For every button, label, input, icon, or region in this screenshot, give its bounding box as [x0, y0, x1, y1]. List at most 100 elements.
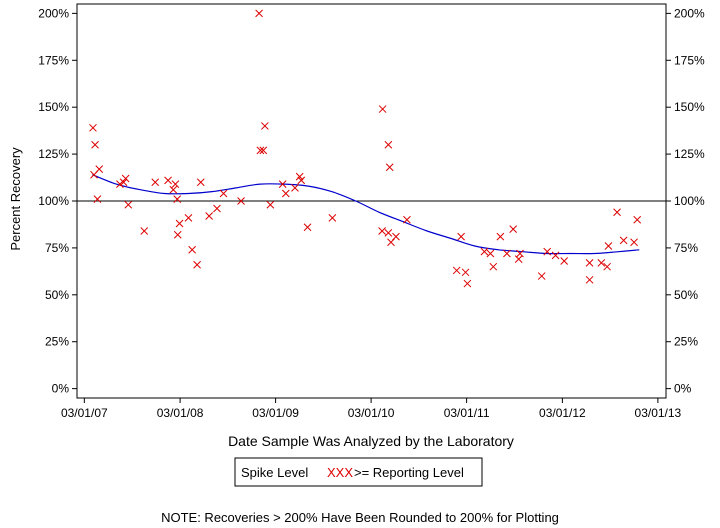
- data-point: [121, 174, 130, 183]
- data-point: [630, 238, 638, 247]
- data-point: [585, 259, 594, 267]
- data-point: [385, 163, 394, 172]
- data-point: [291, 184, 299, 192]
- data-point: [124, 200, 133, 209]
- data-point: [173, 230, 182, 239]
- data-point: [585, 275, 594, 284]
- data-point: [219, 189, 228, 198]
- data-point: [633, 215, 642, 224]
- y-tick-label-left: 200%: [38, 6, 69, 20]
- data-point: [256, 146, 265, 155]
- y-tick-label-left: 50%: [45, 288, 69, 302]
- y-tick-label-right: 125%: [674, 147, 705, 161]
- x-tick-label: 03/01/13: [635, 406, 682, 420]
- data-point: [328, 214, 337, 222]
- data-point: [140, 227, 149, 235]
- data-point: [164, 176, 172, 185]
- data-point: [196, 178, 205, 187]
- data-point: [259, 146, 268, 155]
- data-point: [213, 204, 221, 213]
- x-axis-title: Date Sample Was Analyzed by the Laborato…: [228, 433, 514, 449]
- data-point: [173, 195, 182, 203]
- data-point: [281, 189, 290, 198]
- data-point: [597, 259, 606, 267]
- x-tick-label: 03/01/08: [157, 406, 204, 420]
- trend-line-group: [92, 174, 640, 255]
- data-point: [392, 232, 400, 241]
- x-tick-label: 03/01/10: [348, 406, 395, 420]
- data-point: [237, 197, 245, 205]
- data-point: [175, 219, 184, 228]
- y-tick-label-right: 175%: [674, 53, 705, 67]
- data-point: [613, 208, 621, 217]
- data-point: [378, 227, 386, 235]
- data-point: [184, 214, 193, 222]
- data-point: [384, 140, 393, 149]
- legend-marker: XXX: [327, 465, 353, 480]
- data-point: [496, 232, 505, 241]
- data-point: [266, 200, 275, 209]
- y-tick-label-left: 25%: [45, 335, 69, 349]
- y-tick-label-right: 25%: [674, 335, 698, 349]
- data-point: [303, 223, 312, 232]
- legend-box: [234, 457, 483, 487]
- data-point: [457, 232, 465, 241]
- y-tick-label-right: 100%: [674, 194, 705, 208]
- data-point: [169, 185, 178, 194]
- data-point: [489, 262, 498, 271]
- data-point: [509, 225, 518, 233]
- trend-line: [92, 174, 640, 255]
- legend: Spike Level XXX >= Reporting Level: [234, 457, 483, 487]
- data-point: [463, 279, 472, 288]
- y-tick-label-right: 75%: [674, 241, 698, 255]
- data-point: [619, 236, 628, 245]
- data-point: [384, 229, 393, 237]
- y-tick-label-left: 100%: [38, 194, 69, 208]
- data-point: [188, 245, 196, 254]
- data-point: [255, 9, 263, 18]
- data-point: [516, 249, 524, 258]
- data-point: [503, 249, 511, 258]
- y-axis-title: Percent Recovery: [8, 147, 23, 251]
- legend-series-label: >= Reporting Level: [354, 465, 464, 480]
- data-point: [95, 165, 104, 173]
- data-point: [604, 242, 613, 250]
- data-point: [171, 180, 180, 188]
- y-tick-label-right: 0%: [674, 382, 692, 396]
- y-tick-label-right: 50%: [674, 288, 698, 302]
- y-tick-label-left: 0%: [52, 382, 70, 396]
- data-points-group: [89, 9, 642, 288]
- y-tick-label-left: 75%: [45, 241, 69, 255]
- data-point: [91, 140, 99, 149]
- data-point: [278, 180, 287, 188]
- data-point: [560, 257, 569, 265]
- legend-label: Spike Level: [241, 465, 308, 480]
- data-point: [480, 247, 489, 256]
- data-point: [461, 268, 470, 277]
- data-point: [119, 178, 128, 187]
- footnote: NOTE: Recoveries > 200% Have Been Rounde…: [161, 510, 559, 525]
- x-tick-label: 03/01/12: [539, 406, 586, 420]
- x-tick-label: 03/01/09: [252, 406, 299, 420]
- data-point: [261, 122, 269, 130]
- data-point: [537, 272, 546, 280]
- data-point: [486, 249, 495, 258]
- y-tick-label-right: 150%: [674, 100, 705, 114]
- data-point: [205, 212, 213, 220]
- x-tick-label: 03/01/07: [61, 406, 108, 420]
- data-point: [543, 247, 552, 256]
- axis-ticks-group: 0% 0% 25% 25% 50% 50% 75% 75% 100% 100% 125% 125% 15…: [38, 6, 705, 420]
- data-point: [93, 195, 102, 203]
- y-tick-label-left: 125%: [38, 147, 69, 161]
- data-point: [603, 262, 611, 271]
- x-tick-label: 03/01/11: [444, 406, 490, 420]
- data-point: [297, 176, 306, 185]
- y-tick-label-left: 150%: [38, 100, 69, 114]
- data-point: [452, 266, 461, 275]
- y-tick-label-right: 200%: [674, 6, 705, 20]
- data-point: [551, 251, 560, 260]
- y-tick-label-left: 175%: [38, 53, 69, 67]
- data-point: [403, 215, 411, 224]
- data-point: [89, 123, 97, 132]
